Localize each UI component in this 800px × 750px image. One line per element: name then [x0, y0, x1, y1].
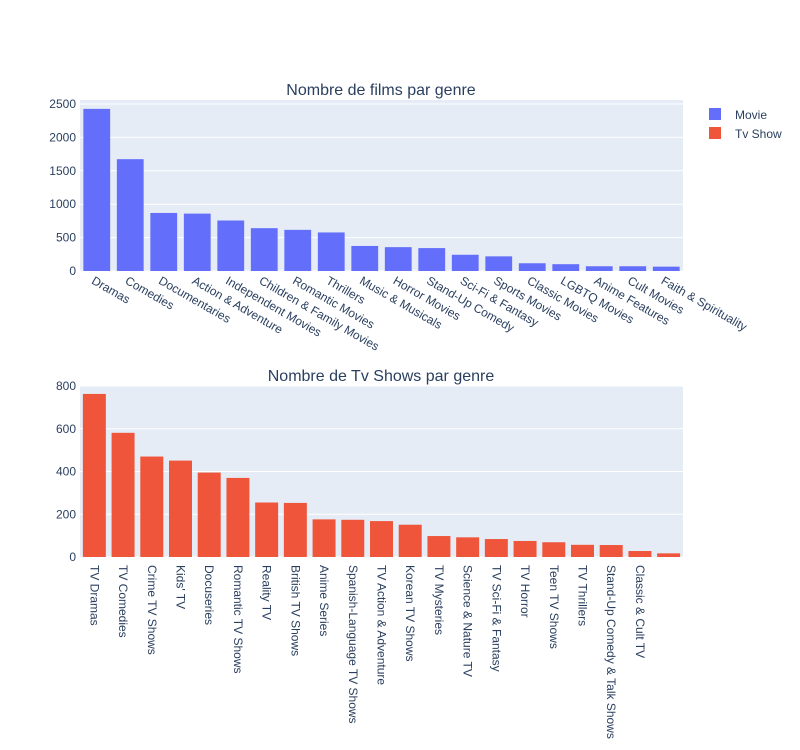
tvshows-x-tick-label: TV Mysteries [432, 565, 446, 635]
tvshows-bar[interactable] [370, 521, 393, 557]
movies-bar[interactable] [351, 245, 379, 271]
tvshows-bar[interactable] [169, 460, 192, 557]
movies-bar[interactable] [384, 247, 412, 271]
tvshows-bar[interactable] [542, 542, 566, 557]
movies-bar[interactable] [284, 229, 312, 271]
legend-swatch-movie [709, 108, 721, 120]
tvshows-y-tick-label: 600 [56, 422, 76, 436]
tvshows-bar[interactable] [571, 544, 594, 557]
tvshows-x-tick-label: Stand-Up Comedy & Talk Shows [604, 565, 618, 739]
movies-bar[interactable] [418, 248, 446, 271]
tvshows-x-tick-label: TV Dramas [87, 565, 101, 626]
tvshows-x-tick-label: TV Sci-Fi & Fantasy [489, 565, 503, 672]
tvshows-bar[interactable] [484, 539, 508, 557]
tvshows-x-tick-label: TV Action & Adventure [375, 565, 389, 685]
tvshows-bar[interactable] [226, 477, 250, 557]
tvshows-x-tick-label: British TV Shows [288, 565, 302, 656]
tvshows-x-tick-label: TV Thrillers [576, 565, 590, 626]
movies-bar[interactable] [652, 266, 680, 271]
movies-y-tick-label: 2500 [49, 97, 76, 111]
tvshows-x-tick-label: Anime Series [317, 565, 331, 636]
movies-bar[interactable] [518, 263, 546, 271]
legend: Movie Tv Show [709, 108, 782, 141]
legend-label-tvshow: Tv Show [735, 127, 782, 141]
tvshows-subplot: 0 200 400 600 800 TV Dramas TV Comedies Crime … [56, 368, 683, 739]
tvshows-x-tick-label: Classic & Cult TV [633, 565, 647, 658]
tvshows-x-tick-label: Korean TV Shows [403, 565, 417, 662]
movies-bar[interactable] [183, 213, 211, 271]
legend-item-tvshow[interactable]: Tv Show [709, 127, 782, 141]
tvshows-bar[interactable] [255, 502, 279, 557]
tvshows-y-tick-label: 200 [56, 507, 76, 521]
tvshows-bar[interactable] [197, 472, 221, 557]
tvshows-x-tick-label: TV Horror [518, 565, 532, 618]
movies-y-tick-labels: 0 500 1000 1500 2000 2500 [49, 97, 76, 278]
movies-y-tick-label: 0 [69, 264, 76, 278]
tvshows-x-tick-label: Reality TV [260, 565, 274, 620]
tvshows-bar[interactable] [283, 502, 307, 557]
tvshows-chart-title: Nombre de Tv Shows par genre [268, 368, 495, 385]
tvshows-bar[interactable] [427, 536, 451, 557]
movies-bar[interactable] [317, 232, 345, 271]
tvshows-x-tick-label: Science & Nature TV [461, 565, 475, 677]
movies-bar[interactable] [83, 108, 111, 271]
tvshows-bar[interactable] [140, 456, 164, 557]
tvshows-x-tick-label: Kids' TV [174, 565, 188, 609]
movies-y-tick-label: 500 [56, 231, 76, 245]
tvshows-x-tick-label: Romantic TV Shows [231, 565, 245, 674]
tvshows-y-tick-label: 800 [56, 379, 76, 393]
tvshows-y-tick-labels: 0 200 400 600 800 [56, 379, 76, 564]
tvshows-bar[interactable] [82, 393, 106, 557]
movies-bar[interactable] [485, 256, 513, 271]
legend-item-movie[interactable]: Movie [709, 108, 767, 122]
tvshows-bar[interactable] [513, 540, 537, 557]
movies-y-tick-label: 2000 [49, 130, 76, 144]
tvshows-x-tick-label: TV Comedies [116, 565, 130, 638]
tvshows-bar[interactable] [456, 537, 480, 557]
tvshows-bar[interactable] [657, 553, 681, 557]
movies-subplot: 0 500 1000 1500 2000 2500 DramasComediesDocum… [49, 82, 749, 354]
legend-swatch-tvshow [709, 127, 721, 139]
movies-bar[interactable] [150, 212, 178, 271]
tvshows-x-tick-label: Docuseries [202, 565, 216, 625]
movies-bar[interactable] [116, 159, 144, 271]
movies-bar[interactable] [250, 228, 278, 271]
movies-gridlines [80, 103, 683, 272]
tvshows-bar[interactable] [628, 551, 652, 557]
tvshows-y-tick-label: 0 [69, 550, 76, 564]
tvshows-x-tick-labels: TV Dramas TV Comedies Crime TV Shows Kids' … [87, 565, 647, 739]
legend-label-movie: Movie [735, 108, 767, 122]
movies-bar[interactable] [619, 266, 647, 271]
movies-y-tick-label: 1000 [49, 197, 76, 211]
movies-bar[interactable] [552, 264, 580, 271]
movies-bars [83, 108, 680, 271]
tvshows-x-tick-label: Spanish-Language TV Shows [346, 565, 360, 724]
tvshows-y-tick-label: 400 [56, 465, 76, 479]
movies-bar[interactable] [217, 220, 245, 271]
tvshows-bar[interactable] [312, 519, 336, 557]
movies-chart-title: Nombre de films par genre [286, 82, 476, 99]
tvshows-x-tick-label: Crime TV Shows [145, 565, 159, 655]
tvshows-bar[interactable] [599, 545, 623, 557]
tvshows-bars [82, 393, 681, 557]
movies-y-tick-label: 1500 [49, 164, 76, 178]
tvshows-bar[interactable] [398, 524, 422, 557]
tvshows-bar[interactable] [111, 432, 135, 557]
movies-bar[interactable] [585, 266, 613, 271]
tvshows-bar[interactable] [341, 519, 365, 557]
tvshows-x-tick-label: Teen TV Shows [547, 565, 561, 649]
movies-plot-background [80, 100, 683, 271]
movies-bar[interactable] [451, 254, 479, 271]
